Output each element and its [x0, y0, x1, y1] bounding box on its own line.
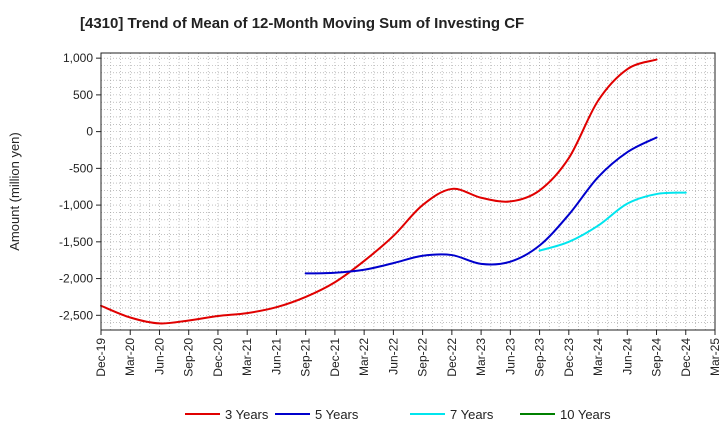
- legend-item-3-years: 3 Years: [185, 407, 269, 422]
- legend-label: 7 Years: [450, 407, 494, 422]
- x-tick-label: Sep-23: [533, 338, 547, 377]
- x-tick-label: Mar-25: [708, 338, 720, 376]
- y-tick-label: -2,500: [59, 308, 93, 322]
- x-tick-label: Mar-24: [591, 338, 605, 376]
- plot-area: [101, 53, 715, 330]
- legend-item-10-years: 10 Years: [520, 407, 611, 422]
- y-tick-label: -2,000: [59, 272, 93, 286]
- legend-item-7-years: 7 Years: [410, 407, 494, 422]
- legend-label: 10 Years: [560, 407, 611, 422]
- axes: 1,000 500 0 -500 -1,000 -1,500 -2,000 -2,500 Dec…: [59, 51, 720, 377]
- plot-border: [100, 52, 716, 331]
- grid: [101, 53, 715, 331]
- x-tick-label: Sep-20: [182, 338, 196, 377]
- legend-label: 5 Years: [315, 407, 359, 422]
- chart-title: [4310] Trend of Mean of 12-Month Moving …: [80, 15, 524, 32]
- y-tick-label: -1,500: [59, 235, 93, 249]
- series-line-5-years: [304, 136, 658, 275]
- x-tick-label: Mar-20: [123, 338, 137, 376]
- x-tick-label: Dec-20: [211, 338, 225, 377]
- y-tick-label: 0: [86, 125, 93, 139]
- x-tick-label: Jun-22: [386, 338, 400, 375]
- legend-item-5-years: 5 Years: [275, 407, 359, 422]
- y-tick-label: 500: [73, 88, 93, 102]
- y-tick-label: 1,000: [63, 51, 93, 65]
- series-line-7-years: [538, 191, 687, 252]
- x-tick-label: Jun-24: [620, 338, 634, 375]
- x-tick-label: Dec-19: [94, 338, 108, 377]
- x-tick-label: Jun-23: [503, 338, 517, 375]
- x-tick-label: Mar-23: [474, 338, 488, 376]
- y-axis-label: Amount (million yen): [7, 132, 22, 251]
- x-tick-label: Sep-21: [299, 338, 313, 377]
- series-lines: [100, 58, 687, 325]
- x-tick-label: Dec-22: [445, 338, 459, 377]
- y-tick-label: -500: [69, 161, 93, 175]
- series-line-3-years: [100, 58, 658, 325]
- x-tick-label: Jun-21: [269, 338, 283, 375]
- x-tick-label: Sep-22: [416, 338, 430, 377]
- y-tick-label: -1,000: [59, 198, 93, 212]
- legend: 3 Years 5 Years 7 Years 10 Years: [185, 407, 611, 422]
- x-tick-label: Sep-24: [650, 338, 664, 377]
- x-tick-label: Mar-21: [240, 338, 254, 376]
- x-tick-label: Dec-23: [562, 338, 576, 377]
- x-tick-label: Dec-21: [328, 338, 342, 377]
- x-tick-label: Jun-20: [152, 338, 166, 375]
- x-tick-label: Dec-24: [679, 338, 693, 377]
- x-tick-label: Mar-22: [357, 338, 371, 376]
- legend-label: 3 Years: [225, 407, 269, 422]
